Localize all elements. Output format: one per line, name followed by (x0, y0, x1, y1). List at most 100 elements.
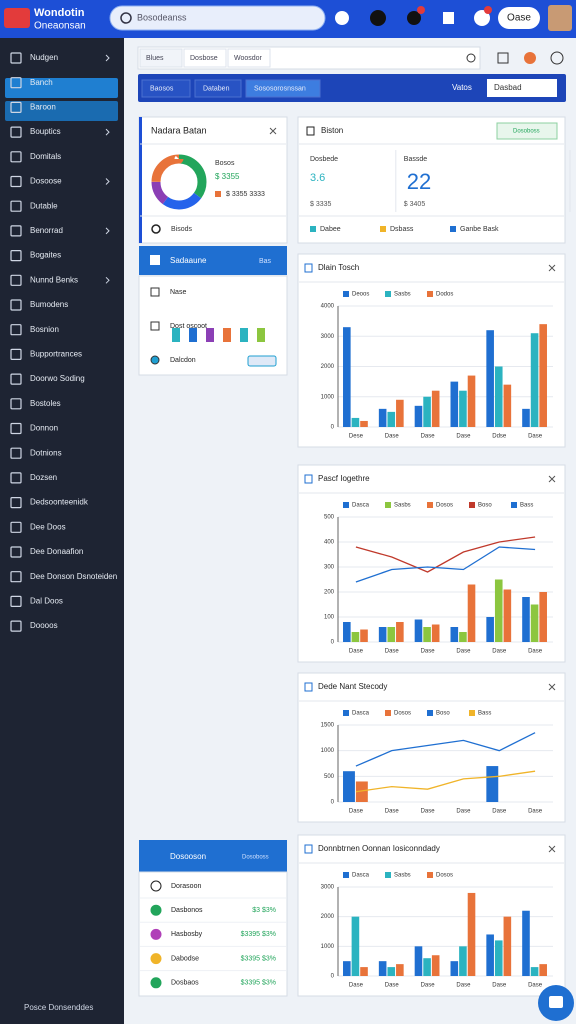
sidebar-item[interactable]: Baroon (30, 103, 56, 112)
close-icon[interactable] (548, 264, 556, 272)
sidebar-item[interactable]: Domitals (30, 152, 61, 161)
toolbar-tab[interactable] (183, 48, 227, 68)
row-label[interactable]: Dabodse (171, 955, 199, 962)
row-label[interactable]: Dasbonos (171, 907, 203, 914)
close-icon[interactable] (269, 127, 277, 135)
row-icon (150, 321, 160, 331)
badge (484, 6, 492, 14)
sidebar-item[interactable]: Dedsoonteenidk (30, 498, 89, 507)
toolbar-tab[interactable] (139, 48, 183, 68)
sidebar-icon (10, 77, 22, 89)
x-tick-label: Dase (421, 434, 436, 440)
sidebar-item[interactable]: Dee Donson Dsnoteiden (30, 572, 117, 581)
footer-icon (151, 224, 161, 234)
panel (297, 253, 566, 448)
y-tick-label: 0 (331, 800, 335, 806)
x-tick-label: Dase (528, 434, 543, 440)
row-label[interactable]: Dorasoon (171, 883, 201, 890)
sidebar-item[interactable]: Dosoose (30, 177, 62, 186)
legend-label: Sasbs (394, 503, 411, 509)
legend-swatch (310, 226, 316, 232)
close-icon[interactable] (548, 475, 556, 483)
x-tick-label: Dase (385, 809, 400, 815)
row-value: $3395 $3% (241, 980, 276, 987)
row-label[interactable]: Dosbaos (171, 980, 199, 987)
sidebar-item[interactable]: Bostoles (30, 399, 61, 408)
icon-button[interactable] (407, 11, 421, 25)
sidebar-item[interactable]: Bumodens (30, 300, 68, 309)
chart-title: Donnbtrnen Oonnan Iosiconndady (318, 844, 440, 853)
sidebar-item[interactable]: Nudgen (30, 53, 58, 62)
row-label[interactable]: Dalcdon (170, 357, 196, 364)
x-tick-label: Dese (349, 434, 364, 440)
sidebar-item[interactable]: Bosnion (30, 325, 59, 334)
row-label[interactable]: Dost oscoot (170, 323, 207, 330)
x-tick-label: Dase (528, 809, 543, 815)
header-button[interactable] (498, 7, 540, 29)
avatar[interactable] (548, 5, 572, 31)
close-icon[interactable] (548, 683, 556, 691)
row-label[interactable]: Hasbosby (171, 931, 203, 938)
search-box[interactable] (109, 5, 326, 31)
sidebar-item[interactable]: Benorrad (30, 226, 63, 235)
x-tick-label: Dase (528, 649, 543, 655)
filter-tab-label: Databen (203, 85, 230, 92)
icon-button[interactable] (474, 10, 490, 26)
legend-label: Dasca (352, 711, 370, 717)
bar (351, 632, 360, 642)
sidebar-icon (10, 447, 22, 459)
sidebar-item[interactable]: Donnon (30, 424, 58, 433)
sidebar-item[interactable]: Dee Donaafion (30, 547, 83, 556)
legend-swatch (385, 872, 391, 878)
sidebar-icon (10, 497, 22, 509)
sidebar-icon (10, 151, 22, 163)
bar (396, 399, 404, 427)
panel (297, 672, 566, 823)
sidebar-item[interactable]: Dozsen (30, 473, 57, 482)
legend-label: Sasbs (394, 292, 411, 298)
y-tick-label: 0 (331, 425, 335, 431)
line-series (355, 732, 536, 767)
toolbar-icon[interactable] (466, 53, 476, 63)
fab-icon (549, 996, 563, 1008)
x-tick-label: Dase (492, 649, 507, 655)
icon-button[interactable] (370, 10, 386, 26)
row-label[interactable]: Nase (170, 289, 186, 296)
legend-swatch (385, 502, 391, 508)
bar (387, 411, 396, 427)
sidebar-item[interactable]: Banch (30, 78, 53, 87)
sidebar-item[interactable]: Bogaites (30, 251, 61, 260)
bar (467, 375, 476, 427)
sidebar-icon (10, 546, 22, 558)
filter-tab[interactable] (194, 79, 242, 98)
toggle[interactable] (247, 355, 277, 367)
donut-segment (151, 154, 207, 210)
toolbar-tab[interactable] (227, 48, 271, 68)
sidebar-item[interactable]: Bupportrances (30, 350, 82, 359)
toolbar-icon[interactable] (524, 52, 536, 64)
sidebar-item[interactable]: Bouptics (30, 127, 61, 136)
icon-button[interactable] (335, 11, 349, 25)
filter-input[interactable] (487, 79, 557, 97)
sidebar-item[interactable]: Dotnions (30, 448, 62, 457)
sidebar-item[interactable]: Dal Doos (30, 597, 63, 606)
sidebar-item[interactable]: Doooos (30, 621, 58, 630)
bar (522, 408, 530, 427)
sidebar-footer: Posce Donsenddes (24, 1003, 93, 1012)
bar (486, 766, 499, 802)
sidebar-item[interactable]: Nunnd Benks (30, 275, 78, 284)
bar (414, 405, 423, 427)
toolbar-icon[interactable] (550, 51, 564, 65)
panel-button[interactable] (496, 122, 558, 140)
legend-note: $ 3355 3333 (226, 191, 265, 198)
sidebar-icon (10, 521, 22, 533)
sidebar-item[interactable]: Dee Doos (30, 522, 66, 531)
sidebar-item[interactable]: Doorwo Soding (30, 374, 85, 383)
close-icon[interactable] (548, 845, 556, 853)
filter-tab[interactable] (245, 79, 321, 98)
sidebar-item[interactable]: Dutable (30, 201, 58, 210)
toolbar-icon[interactable] (497, 52, 509, 64)
legend-label: Ganbe Bask (460, 226, 499, 233)
filter-tab[interactable] (141, 79, 191, 98)
icon-button[interactable] (443, 12, 454, 24)
